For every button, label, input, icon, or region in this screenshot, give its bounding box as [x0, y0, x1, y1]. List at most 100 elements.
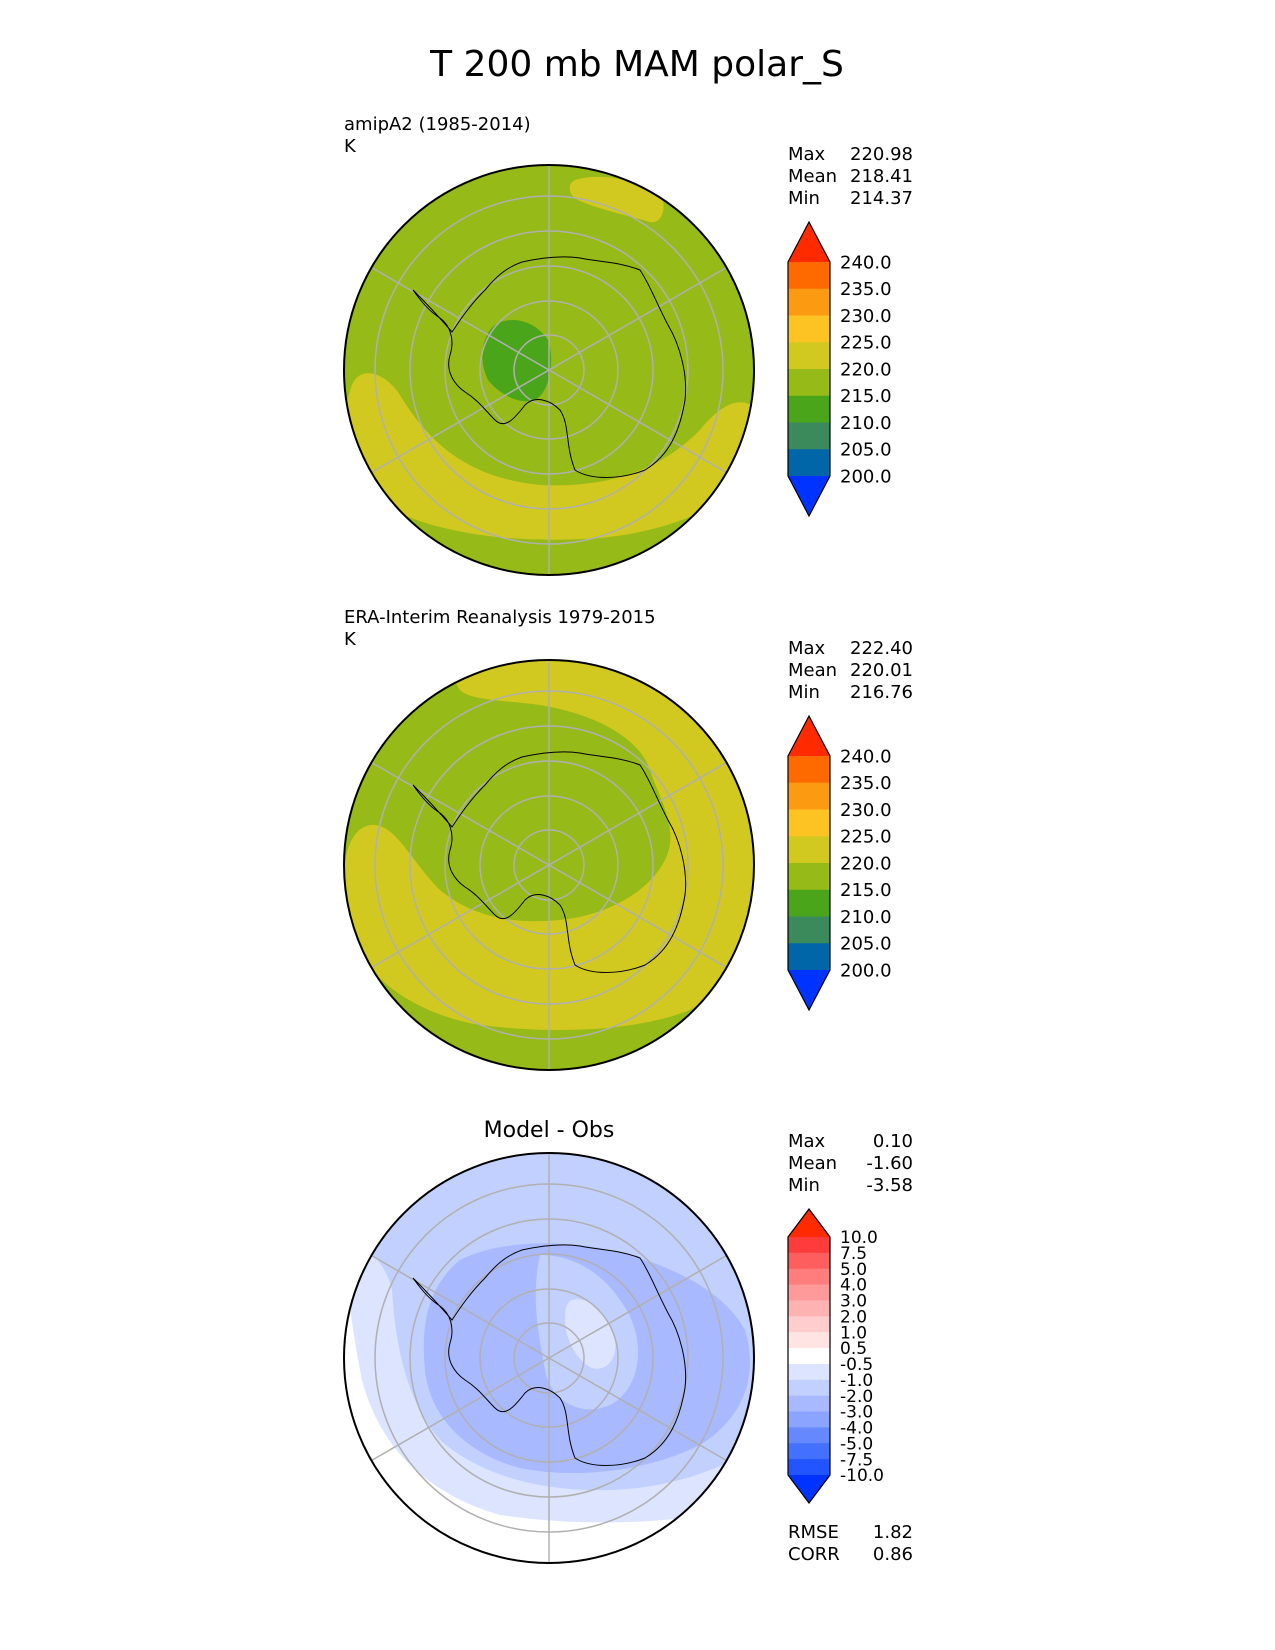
colorbar-segment — [788, 943, 830, 971]
colorbar-tick-label: 240.0 — [840, 746, 892, 767]
colorbar-tick-label: -7.5 — [840, 1450, 873, 1470]
panel-diff-title: Model - Obs — [484, 1118, 615, 1143]
panel-model-units: K — [344, 136, 357, 157]
panel-obs-graticule — [371, 660, 727, 1070]
colorbar-tick-label: -5.0 — [840, 1434, 873, 1454]
colorbar-segment — [788, 836, 830, 864]
colorbar-tick-label: 4.0 — [840, 1276, 867, 1296]
colorbar-tick-label: 210.0 — [840, 907, 892, 928]
colorbar-tick-label: -2.0 — [840, 1387, 873, 1407]
colorbar-tick-label: 0.5 — [840, 1339, 867, 1359]
colorbar-tick-label: 235.0 — [840, 279, 892, 300]
panel-model-stats: Max 220.98 Mean 218.41 Min 214.37 — [788, 144, 913, 209]
colorbar-tick-label: 210.0 — [840, 413, 892, 434]
colorbar-tick-label: 2.0 — [840, 1307, 867, 1327]
stat-min-label: Min — [788, 682, 820, 703]
colorbar-segment — [788, 369, 830, 397]
colorbar-tick-label: 220.0 — [840, 359, 892, 380]
colorbar-segment — [788, 288, 830, 316]
colorbar-outline — [787, 220, 831, 518]
colorbar-segment — [788, 916, 830, 944]
stat-mean-value: 220.01 — [850, 660, 913, 681]
stat-max-label: Max — [788, 638, 826, 659]
colorbar-tick-label: 7.5 — [840, 1244, 867, 1264]
stat-max-value: 220.98 — [850, 144, 913, 165]
colorbar-tick-label: 215.0 — [840, 386, 892, 407]
colorbar-extend-max — [788, 716, 830, 756]
stat-min-label: Min — [788, 188, 820, 209]
metric-corr-value: 0.86 — [873, 1544, 913, 1565]
panel-model-colorbar: 240.0 235.0 230.0 225.0 220.0 215.0 210.0 205.0… — [787, 220, 892, 518]
colorbar-tick-label: -1.0 — [840, 1371, 873, 1391]
metric-rmse-value: 1.82 — [873, 1522, 913, 1543]
panel-obs-stats: Max 222.40 Mean 220.01 Min 216.76 — [788, 638, 913, 703]
stat-mean-label: Mean — [788, 660, 837, 681]
field-band-warm — [344, 373, 754, 540]
colorbar-segment — [788, 262, 830, 290]
antarctica-coastline — [412, 256, 687, 478]
field-patch-warm-top — [569, 176, 664, 223]
stat-max-label: Max — [788, 1131, 826, 1152]
colorbar-segment — [788, 1268, 830, 1286]
panel-diff-colorbar: 10.07.55.04.03.02.01.00.5-0.5-1.0-2.0-3.… — [787, 1208, 884, 1504]
colorbar-tick-label: 205.0 — [840, 440, 892, 461]
colorbar-segment — [788, 863, 830, 891]
colorbar-segment — [788, 1379, 830, 1397]
colorbar-segment — [788, 1237, 830, 1254]
colorbar-tick-label: 220.0 — [840, 853, 892, 874]
colorbar-segment — [788, 1411, 830, 1428]
colorbar-tick-label: -0.5 — [840, 1355, 873, 1375]
metric-rmse-label: RMSE — [788, 1522, 839, 1543]
colorbar-extend-min — [788, 476, 830, 516]
stat-mean-value: -1.60 — [866, 1153, 913, 1174]
colorbar-segment — [788, 1284, 830, 1301]
panel-model-subtitle: amipA2 (1985-2014) — [344, 114, 531, 135]
colorbar-tick-label: 200.0 — [840, 466, 892, 487]
colorbar-tick-label: 200.0 — [840, 960, 892, 981]
colorbar-segment — [788, 395, 830, 423]
panel-obs: ERA-Interim Reanalysis 1979-2015 K Max 2… — [343, 607, 913, 1071]
colorbar-tick-label: 225.0 — [840, 827, 892, 848]
colorbar-outline — [787, 1208, 831, 1504]
colorbar-segment — [788, 1316, 830, 1333]
colorbar-tick-label: 230.0 — [840, 800, 892, 821]
colorbar-tick-label: 5.0 — [840, 1260, 867, 1280]
colorbar-segment — [788, 1300, 830, 1317]
colorbar-segment — [788, 1459, 830, 1476]
colorbar-tick-label: 10.0 — [840, 1228, 878, 1248]
colorbar-tick-label: 215.0 — [840, 880, 892, 901]
colorbar-tick-label: 225.0 — [840, 333, 892, 354]
panel-diff: Model - Obs Max 0.10 Mean -1.60 Min — [343, 1118, 913, 1565]
antarctica-coastline — [412, 751, 687, 973]
colorbar-segment — [788, 1427, 830, 1444]
colorbar-segment — [788, 1443, 830, 1460]
metric-corr-label: CORR — [788, 1544, 840, 1565]
colorbar-segment — [788, 782, 830, 810]
colorbar-extend-min — [788, 1475, 830, 1503]
panel-obs-units: K — [344, 629, 357, 650]
colorbar-segment — [788, 422, 830, 450]
antarctica-coastline — [412, 1244, 687, 1466]
colorbar-outline — [787, 714, 831, 1012]
stat-mean-label: Mean — [788, 166, 837, 187]
colorbar-segment — [788, 342, 830, 370]
field-zone-weak — [345, 1240, 754, 1523]
colorbar-tick-label: 205.0 — [840, 934, 892, 955]
panel-obs-outline — [343, 659, 755, 1071]
field-patch-cold — [482, 320, 552, 402]
colorbar-tick-label: 235.0 — [840, 773, 892, 794]
panel-obs-colorbar: 240.0 235.0 230.0 225.0 220.0 215.0 210.0 205.0… — [787, 714, 892, 1012]
colorbar-extend-min — [788, 970, 830, 1010]
colorbar-tick-label: -10.0 — [840, 1466, 884, 1486]
figure-title: T 200 mb MAM polar_S — [429, 44, 844, 85]
colorbar-segment — [788, 1332, 830, 1349]
stat-min-label: Min — [788, 1175, 820, 1196]
panel-diff-graticule — [371, 1153, 727, 1563]
stat-min-value: 216.76 — [850, 682, 913, 703]
colorbar-tick-label: 3.0 — [840, 1292, 867, 1312]
panel-diff-metrics: RMSE 1.82 CORR 0.86 — [788, 1522, 913, 1565]
colorbar-extend-max — [788, 1209, 830, 1237]
colorbar-tick-label: 230.0 — [840, 306, 892, 327]
colorbar-segment — [788, 449, 830, 477]
